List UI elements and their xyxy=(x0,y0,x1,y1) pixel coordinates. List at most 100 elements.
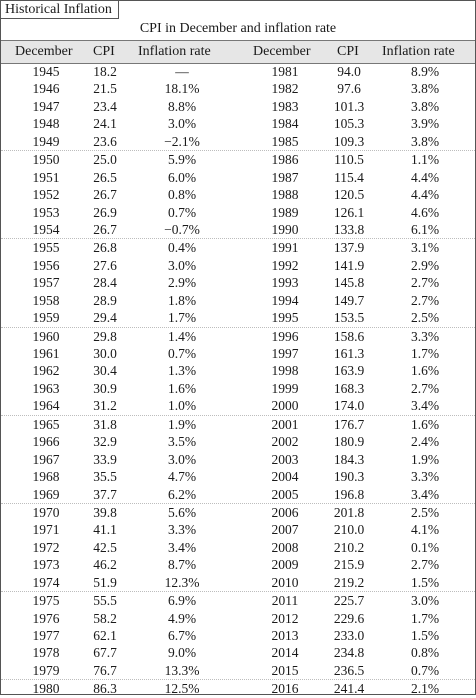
cpi-cell: 126.1 xyxy=(333,204,365,220)
december-cell: 1964 xyxy=(32,398,60,414)
inflation-rate-cell: 1.1% xyxy=(410,152,440,168)
december-cell: 1946 xyxy=(32,81,60,97)
cpi-cell: 26.8 xyxy=(93,240,117,256)
cpi-cell: 31.8 xyxy=(93,416,117,432)
inflation-rate-cell: 3.3% xyxy=(410,469,440,485)
cpi-cell: 30.9 xyxy=(93,380,117,396)
december-cell: 1982 xyxy=(271,81,299,97)
inflation-rate-cell: 6.9% xyxy=(167,593,197,609)
cpi-cell: 110.5 xyxy=(334,152,364,168)
header-cpi-left: CPI xyxy=(93,44,115,59)
cpi-cell: 210.2 xyxy=(333,539,365,555)
column-header-row: December CPI Inflation rate December CPI… xyxy=(1,40,475,64)
cpi-cell: 174.0 xyxy=(333,398,365,414)
table-row: 1945 18.2 — 1981 94.0 8.9% xyxy=(1,63,475,80)
inflation-rate-cell: 1.7% xyxy=(410,346,440,361)
table-row: 1970 39.8 5.6% 2006 201.8 2.5% xyxy=(1,502,475,521)
table-row: 1968 35.5 4.7% 2004 190.3 3.3% xyxy=(1,468,475,485)
cpi-cell: 225.7 xyxy=(333,593,365,609)
december-cell: 1948 xyxy=(32,116,60,132)
cpi-cell: 26.9 xyxy=(93,204,117,220)
december-cell: 2014 xyxy=(271,645,299,661)
cpi-cell: 30.4 xyxy=(93,363,117,379)
cpi-cell: 41.1 xyxy=(93,522,117,538)
cpi-cell: 29.4 xyxy=(93,310,117,326)
cpi-cell: 94.0 xyxy=(337,64,361,79)
inflation-rate-cell: 3.8% xyxy=(410,81,440,97)
december-cell: 2007 xyxy=(271,522,299,538)
cpi-cell: 137.9 xyxy=(333,240,365,256)
december-cell: 1997 xyxy=(271,346,299,361)
december-cell: 1984 xyxy=(271,116,299,132)
inflation-rate-cell: 2.9% xyxy=(167,275,197,291)
table-title: Historical Inflation xyxy=(5,2,112,17)
cpi-cell: 27.6 xyxy=(93,257,117,273)
table-row: 1955 26.8 0.4% 1991 137.9 3.1% xyxy=(1,238,475,256)
cpi-cell: 184.3 xyxy=(333,451,365,467)
inflation-rate-cell: 3.8% xyxy=(410,98,440,114)
inflation-rate-cell: 1.3% xyxy=(167,363,197,379)
inflation-rate-cell: 3.3% xyxy=(167,522,197,538)
cpi-cell: 18.2 xyxy=(93,64,117,79)
december-cell: 1955 xyxy=(32,240,60,256)
december-cell: 2006 xyxy=(271,504,299,520)
inflation-rate-cell: 3.1% xyxy=(410,240,440,256)
inflation-rate-cell: 4.4% xyxy=(410,169,440,185)
cpi-cell: 97.6 xyxy=(337,81,361,97)
cpi-cell: 23.6 xyxy=(93,133,117,149)
cpi-cell: 51.9 xyxy=(93,574,117,590)
december-cell: 2005 xyxy=(271,486,299,502)
table-row: 1978 67.7 9.0% 2014 234.8 0.8% xyxy=(1,644,475,661)
inflation-rate-cell: 6.0% xyxy=(167,169,197,185)
table-row: 1961 30.0 0.7% 1997 161.3 1.7% xyxy=(1,345,475,362)
december-cell: 1975 xyxy=(32,593,60,609)
header-december-right: December xyxy=(253,44,311,59)
table-row: 1952 26.7 0.8% 1988 120.5 4.4% xyxy=(1,186,475,203)
table-row: 1962 30.4 1.3% 1998 163.9 1.6% xyxy=(1,362,475,379)
cpi-cell: 39.8 xyxy=(93,504,117,520)
table-row: 1946 21.5 18.1% 1982 97.6 3.8% xyxy=(1,80,475,97)
december-cell: 1996 xyxy=(271,328,299,344)
inflation-rate-cell: 2.5% xyxy=(410,310,440,326)
table-row: 1975 55.5 6.9% 2011 225.7 3.0% xyxy=(1,591,475,609)
inflation-rate-cell: 0.8% xyxy=(410,645,440,661)
cpi-cell: 67.7 xyxy=(93,645,117,661)
inflation-rate-cell: 6.7% xyxy=(167,628,197,643)
december-cell: 1958 xyxy=(32,292,60,308)
table-row: 1951 26.5 6.0% 1987 115.4 4.4% xyxy=(1,169,475,186)
december-cell: 2002 xyxy=(271,434,299,450)
table-row: 1960 29.8 1.4% 1996 158.6 3.3% xyxy=(1,326,475,345)
december-cell: 1967 xyxy=(32,451,60,467)
cpi-cell: 42.5 xyxy=(93,539,117,555)
inflation-rate-cell: 1.9% xyxy=(167,416,197,432)
december-cell: 1957 xyxy=(32,275,60,291)
inflation-rate-cell: 3.0% xyxy=(167,116,197,132)
cpi-cell: 32.9 xyxy=(93,434,117,450)
table-row: 1949 23.6 −2.1% 1985 109.3 3.8% xyxy=(1,133,475,150)
inflation-rate-cell: 1.6% xyxy=(410,363,440,379)
december-cell: 1971 xyxy=(32,522,60,538)
cpi-cell: 161.3 xyxy=(333,346,365,361)
december-cell: 2016 xyxy=(271,681,299,697)
inflation-rate-cell: 8.7% xyxy=(167,557,197,573)
cpi-cell: 25.0 xyxy=(93,152,117,168)
cpi-cell: 24.1 xyxy=(93,116,117,132)
december-cell: 1956 xyxy=(32,257,60,273)
december-cell: 1970 xyxy=(32,504,60,520)
cpi-cell: 236.5 xyxy=(333,662,365,678)
cpi-cell: 33.9 xyxy=(93,451,117,467)
december-cell: 1992 xyxy=(271,257,299,273)
table-row: 1948 24.1 3.0% 1984 105.3 3.9% xyxy=(1,115,475,132)
cpi-cell: 153.5 xyxy=(333,310,365,326)
table-row: 1959 29.4 1.7% 1995 153.5 2.5% xyxy=(1,309,475,326)
table-row: 1966 32.9 3.5% 2002 180.9 2.4% xyxy=(1,433,475,450)
cpi-cell: 37.7 xyxy=(93,486,117,502)
header-inflation-right: Inflation rate xyxy=(382,44,455,59)
inflation-rate-cell: 1.5% xyxy=(410,628,440,643)
inflation-rate-cell: 18.1% xyxy=(164,81,200,97)
inflation-rate-cell: 3.0% xyxy=(167,451,197,467)
cpi-cell: 35.5 xyxy=(93,469,117,485)
table-row: 1953 26.9 0.7% 1989 126.1 4.6% xyxy=(1,204,475,221)
december-cell: 2003 xyxy=(271,451,299,467)
december-cell: 1981 xyxy=(271,64,299,79)
